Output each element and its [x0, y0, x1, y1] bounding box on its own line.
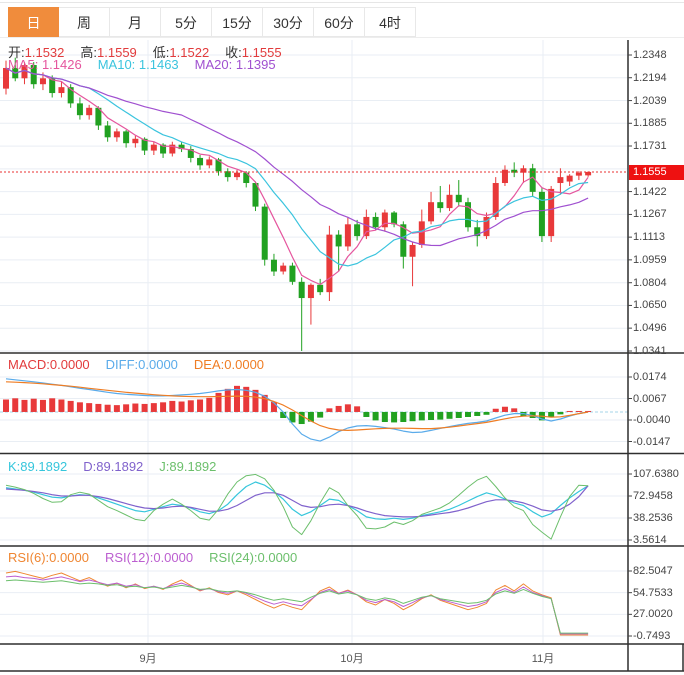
price-axis-label: 1.1422	[633, 186, 667, 198]
price-axis-label: 1.0959	[633, 254, 667, 266]
ohlc-low-label: 低:	[152, 45, 170, 60]
price-axis-label: 1.2039	[633, 95, 667, 107]
dea-value: DEA:0.0000	[193, 357, 265, 372]
tabbar-underline	[0, 37, 684, 38]
macd-axis-label: -0.0040	[633, 414, 671, 426]
tab-month[interactable]: 月	[110, 7, 161, 37]
price-axis-label: 1.0650	[633, 299, 667, 311]
macd-axis-label: 0.0174	[633, 371, 667, 383]
tab-5min[interactable]: 5分	[161, 7, 212, 37]
price-axis-label: 1.1885	[633, 117, 667, 129]
rsi12-value: RSI(12):0.0000	[104, 550, 194, 565]
tab-4hour[interactable]: 4时	[365, 7, 416, 37]
ohlc-open-label: 开:	[8, 45, 25, 60]
price-axis-label: 1.1731	[633, 140, 667, 152]
ohlc-low-value: 1.1522	[169, 45, 210, 60]
month-label: 11月	[531, 653, 555, 665]
tab-day[interactable]: 日	[8, 7, 59, 37]
price-axis-label: 1.2194	[633, 72, 667, 84]
top-divider	[0, 2, 684, 3]
timeframe-tabbar: 日周月 5分 15分 30分 60分 4时	[8, 7, 416, 37]
rsi-axis-label: 27.0020	[633, 608, 673, 620]
kdj-axis-label: 107.6380	[633, 468, 679, 480]
macd-value: MACD:0.0000	[8, 357, 90, 372]
ohlc-high: 高:1.1559	[80, 45, 136, 60]
ohlc-readout: 开:1.1532 高:1.1559 低:1.1522 收:1.1555	[8, 42, 298, 61]
ma-readout: MA5: 1.1426 MA10: 1.1463 MA20: 1.1395	[8, 57, 292, 72]
rsi-readout: RSI(6):0.0000 RSI(12):0.0000 RSI(24):0.000…	[8, 550, 313, 565]
rsi-axis-label: 54.7533	[633, 587, 673, 599]
diff-value: DIFF:0.0000	[105, 357, 178, 372]
ohlc-low: 低:1.1522	[153, 45, 209, 60]
ma10-value: MA10: 1.1463	[97, 57, 179, 72]
ohlc-close-label: 收:	[225, 45, 242, 60]
ohlc-high-value: 1.1559	[97, 45, 137, 60]
current-price-badge: 1.1555	[629, 165, 684, 180]
ma20-value: MA20: 1.1395	[194, 57, 276, 72]
kdj-axis-label: 38.2536	[633, 512, 673, 524]
rsi-axis-label: 82.5047	[633, 565, 673, 577]
rsi-axis-label: -0.7493	[633, 630, 671, 642]
ohlc-close: 收:1.1555	[225, 45, 281, 60]
ohlc-open: 开:1.1532	[8, 45, 64, 60]
ohlc-close-value: 1.1555	[241, 45, 282, 60]
kdj-axis-label: 72.9458	[633, 490, 673, 502]
d-value: D:89.1892	[83, 459, 144, 474]
kdj-axis-label: 3.5614	[633, 534, 667, 546]
price-axis-label: 1.0341	[633, 345, 667, 357]
price-axis-label: 1.0804	[633, 277, 667, 289]
ma5-value: MA5: 1.1426	[8, 57, 82, 72]
month-label: 10月	[340, 653, 364, 665]
price-axis-label: 1.0496	[633, 322, 667, 334]
tab-15min[interactable]: 15分	[212, 7, 263, 37]
macd-axis-label: -0.0147	[633, 436, 671, 448]
month-label: 9月	[139, 653, 157, 665]
rsi6-value: RSI(6):0.0000	[8, 550, 89, 565]
macd-axis-label: 0.0067	[633, 393, 667, 405]
price-axis-label: 1.2348	[633, 49, 667, 61]
j-value: J:89.1892	[159, 459, 217, 474]
price-axis-label: 1.1267	[633, 208, 667, 220]
tab-60min[interactable]: 60分	[314, 7, 365, 37]
macd-readout: MACD:0.0000 DIFF:0.0000 DEA:0.0000	[8, 357, 280, 372]
k-value: K:89.1892	[8, 459, 68, 474]
tab-week[interactable]: 周	[59, 7, 110, 37]
ohlc-high-label: 高:	[80, 45, 98, 60]
price-axis-label: 1.1113	[633, 231, 666, 243]
rsi24-value: RSI(24):0.0000	[209, 550, 298, 565]
tab-30min[interactable]: 30分	[263, 7, 314, 37]
kdj-readout: K:89.1892 D:89.1892 J:89.1892	[8, 459, 232, 474]
ohlc-open-value: 1.1532	[24, 45, 65, 60]
